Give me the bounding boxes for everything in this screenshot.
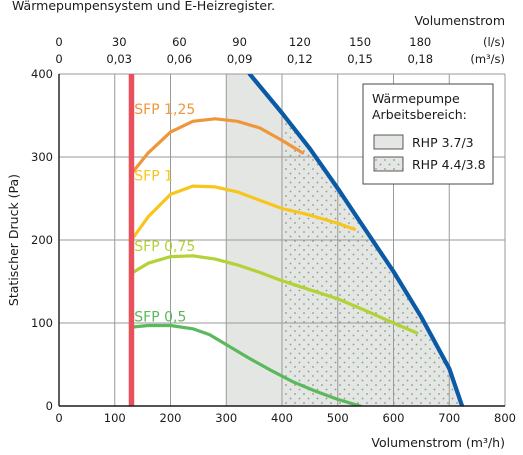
top-tick-label-m3s: 0,18 [407,52,433,66]
top-axis-units-ls: (l/s) [483,35,505,49]
series-line-sfp-1-25 [129,117,305,176]
top-tick-label-m3s: 0 [55,52,62,66]
top-tick-label-m3s: 0,03 [106,52,132,66]
series-line-sfp-0-75 [129,254,419,335]
x-tick-label: 400 [271,411,293,425]
series-label-sfp-1-25: SFP 1,25 [134,102,195,118]
top-tick-label-ls: 60 [172,35,187,49]
top-tick-label-m3s: 0,15 [347,52,373,66]
y-tick-label: 400 [31,67,53,81]
axes [58,74,505,407]
x-tick-label: 500 [327,411,349,425]
x-tick-label: 300 [215,411,237,425]
series-label-sfp-1: SFP 1 [134,168,173,184]
legend-swatch-dotted [373,156,404,172]
y-tick-label: 200 [31,233,53,247]
top-tick-label-m3s: 0,06 [167,52,193,66]
tick-labels: 0 100 200 300 400 500 600 700 800010020030040000… [31,35,516,425]
x-tick-label: 0 [55,411,62,425]
y-axis-title: Statischer Druck (Pa) [6,174,21,306]
caption-fragment: Wärmepumpensystem und E-Heizregister. [12,0,275,13]
legend-title-line1: Wärmepumpe [372,91,460,106]
x-tick-label: 800 [494,411,516,425]
top-axis-units-m3s: (m³/s) [470,52,505,66]
top-tick-label-m3s: 0,12 [287,52,313,66]
top-tick-label-ls: 90 [232,35,247,49]
legend-title-line2: Arbeitsbereich: [372,107,467,122]
top-axis-title: Volumenstrom [414,13,505,28]
legend-item-rhp-4-4-3-8: RHP 4.4/3.8 [412,157,486,172]
top-tick-label-ls: 180 [409,35,431,49]
legend: Wärmepumpe Arbeitsbereich: RHP 3.7/3 RHP… [362,83,494,185]
top-tick-label-ls: 30 [112,35,127,49]
fan-max-curve-group [247,74,465,406]
fan-max-curve [247,74,465,406]
y-tick-label: 300 [31,150,53,164]
y-tick-label: 100 [31,316,53,330]
series-label-sfp-0-75: SFP 0,75 [134,239,195,255]
top-tick-label-m3s: 0,09 [227,52,253,66]
x-tick-label: 100 [104,411,126,425]
series-line-sfp-1 [129,184,357,242]
legend-item-rhp-3-7-3: RHP 3.7/3 [412,135,474,150]
sfp-series [129,117,419,406]
x-tick-label: 700 [438,411,460,425]
top-tick-label-ls: 120 [289,35,311,49]
sfp-series-labels: SFP 1,25 SFP 1 SFP 0,75 SFP 0,5 [134,102,195,325]
series-label-sfp-0-5: SFP 0,5 [134,309,186,325]
top-tick-label-ls: 150 [349,35,371,49]
x-axis-title: Volumenstrom (m³/h) [371,435,505,450]
series-line-sfp-0-5 [129,323,362,406]
top-tick-label-ls: 0 [55,35,62,49]
x-tick-label: 200 [160,411,182,425]
y-tick-label: 0 [46,399,53,413]
legend-swatch-plain [373,134,404,150]
x-tick-label: 600 [383,411,405,425]
